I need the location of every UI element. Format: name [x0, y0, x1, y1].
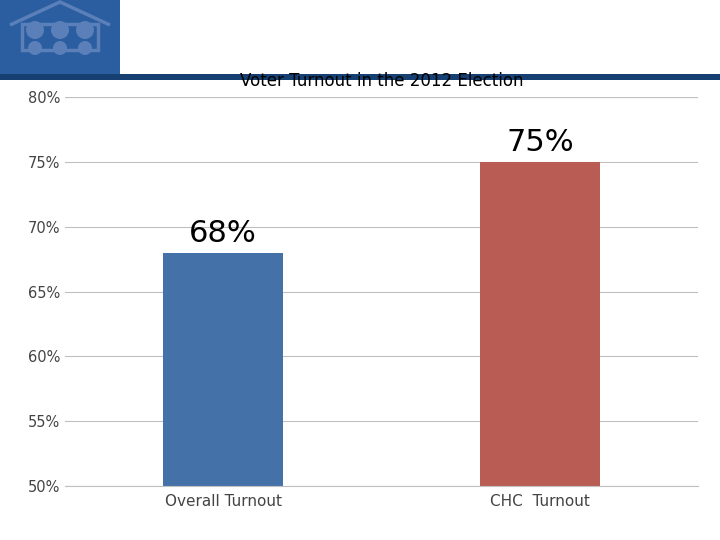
Bar [163, 253, 284, 540]
Text: 68%: 68% [189, 219, 257, 247]
Ellipse shape [78, 41, 92, 55]
Text: 75%: 75% [506, 128, 574, 157]
Bar [0, 0, 120, 74]
Circle shape [51, 21, 69, 39]
Ellipse shape [53, 41, 67, 55]
Ellipse shape [28, 41, 42, 55]
Bar [480, 162, 600, 540]
Text: Results from Community Health Vote 2012: Results from Community Health Vote 2012 [130, 24, 720, 50]
Circle shape [26, 21, 44, 39]
Bar [0, 74, 720, 80]
Bar [22, 24, 98, 50]
Title: Voter Turnout in the 2012 Election: Voter Turnout in the 2012 Election [240, 72, 523, 90]
Circle shape [76, 21, 94, 39]
